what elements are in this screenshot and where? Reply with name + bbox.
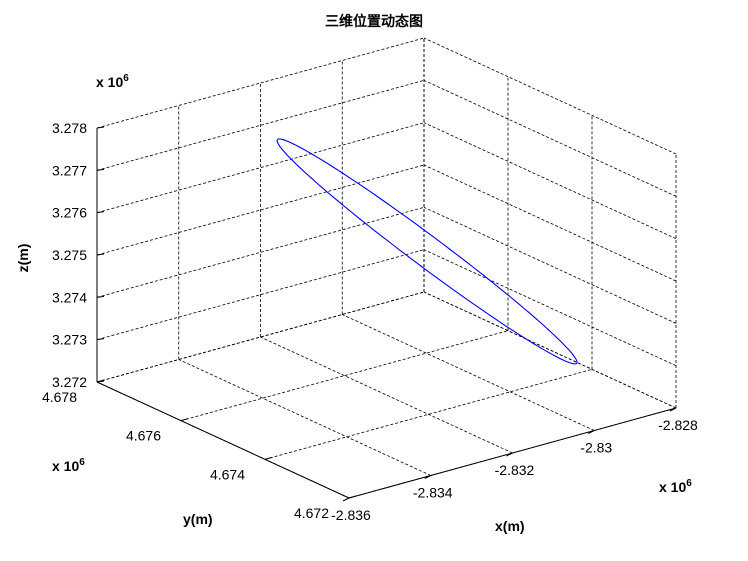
y-tick-label: 4.678 xyxy=(42,389,77,405)
y-axis-label: y(m) xyxy=(183,511,213,527)
z-tick-mark xyxy=(96,380,105,383)
x-tick-label: -2.828 xyxy=(658,417,698,433)
z-axis-label: z(m) xyxy=(15,244,31,273)
grid-line xyxy=(96,79,425,171)
x-tick-mark xyxy=(506,452,513,457)
trajectory-line xyxy=(276,138,578,365)
x-tick-mark xyxy=(342,497,350,502)
grid-line xyxy=(260,336,513,454)
z-tick-mark xyxy=(96,338,105,341)
grid-line xyxy=(96,122,425,214)
z-tick-label: 3.275 xyxy=(52,247,87,263)
x-tick-mark xyxy=(588,430,595,434)
y-tick-label: 4.674 xyxy=(210,466,245,482)
x-scale-label: x 106 xyxy=(659,478,692,495)
grid-line xyxy=(178,359,431,476)
grid-line xyxy=(96,37,425,129)
grid-line xyxy=(96,291,425,383)
y-axis-line xyxy=(96,381,350,499)
x-scale-base: x 10 xyxy=(659,479,686,495)
grid-line xyxy=(180,330,509,422)
grid-line xyxy=(264,368,593,460)
z-tick-mark xyxy=(96,126,105,129)
chart-title: 三维位置动态图 xyxy=(325,13,423,30)
series-layer xyxy=(276,138,578,365)
tick-label-layer: -2.836 -2.834 -2.832 -2.83 -2.828 4.672 4.674 4… xyxy=(42,120,698,523)
y-tick-label: 4.676 xyxy=(126,428,161,444)
y-tick-mark xyxy=(348,495,357,499)
grid-line xyxy=(423,79,677,197)
z-tick-mark xyxy=(96,168,105,171)
z-tick-label: 3.276 xyxy=(52,205,87,221)
z-tick-mark xyxy=(96,253,105,256)
y-tick-mark xyxy=(264,456,273,460)
grid-line xyxy=(423,249,677,367)
grid-line xyxy=(423,291,677,409)
grid-line xyxy=(423,37,677,155)
x-tick-label: -2.83 xyxy=(580,440,612,456)
axis-layer xyxy=(96,126,677,502)
z-tick-label: 3.272 xyxy=(52,374,87,390)
x-tick-label: -2.832 xyxy=(495,462,535,478)
y-tick-label: 4.672 xyxy=(294,505,329,521)
z-scale-label: x 106 xyxy=(96,73,129,90)
grid-line xyxy=(96,249,425,341)
x-tick-label: -2.836 xyxy=(331,507,371,523)
z-tick-label: 3.278 xyxy=(52,120,87,136)
z-scale-base: x 10 xyxy=(96,74,123,90)
grid-line xyxy=(96,206,425,298)
z-scale-exp: 6 xyxy=(123,73,129,84)
grid-line xyxy=(423,164,677,282)
x-tick-label: -2.834 xyxy=(413,485,453,501)
y-scale-label: x 106 xyxy=(52,457,85,474)
x-tick-mark xyxy=(669,407,677,412)
y-tick-mark xyxy=(180,418,189,422)
grid-line xyxy=(342,314,595,431)
grid-line xyxy=(96,164,425,256)
z-tick-label: 3.274 xyxy=(52,289,87,305)
y-scale-exp: 6 xyxy=(79,457,85,468)
y-scale-base: x 10 xyxy=(52,458,79,474)
x-scale-exp: 6 xyxy=(686,478,692,489)
z-tick-label: 3.273 xyxy=(52,332,87,348)
z-tick-mark xyxy=(96,295,105,298)
z-tick-mark xyxy=(96,211,105,214)
grid-line xyxy=(423,206,677,324)
x-tick-mark xyxy=(424,475,431,479)
z-tick-label: 3.277 xyxy=(52,162,87,178)
x-axis-label: x(m) xyxy=(495,518,525,534)
grid-line xyxy=(423,122,677,240)
